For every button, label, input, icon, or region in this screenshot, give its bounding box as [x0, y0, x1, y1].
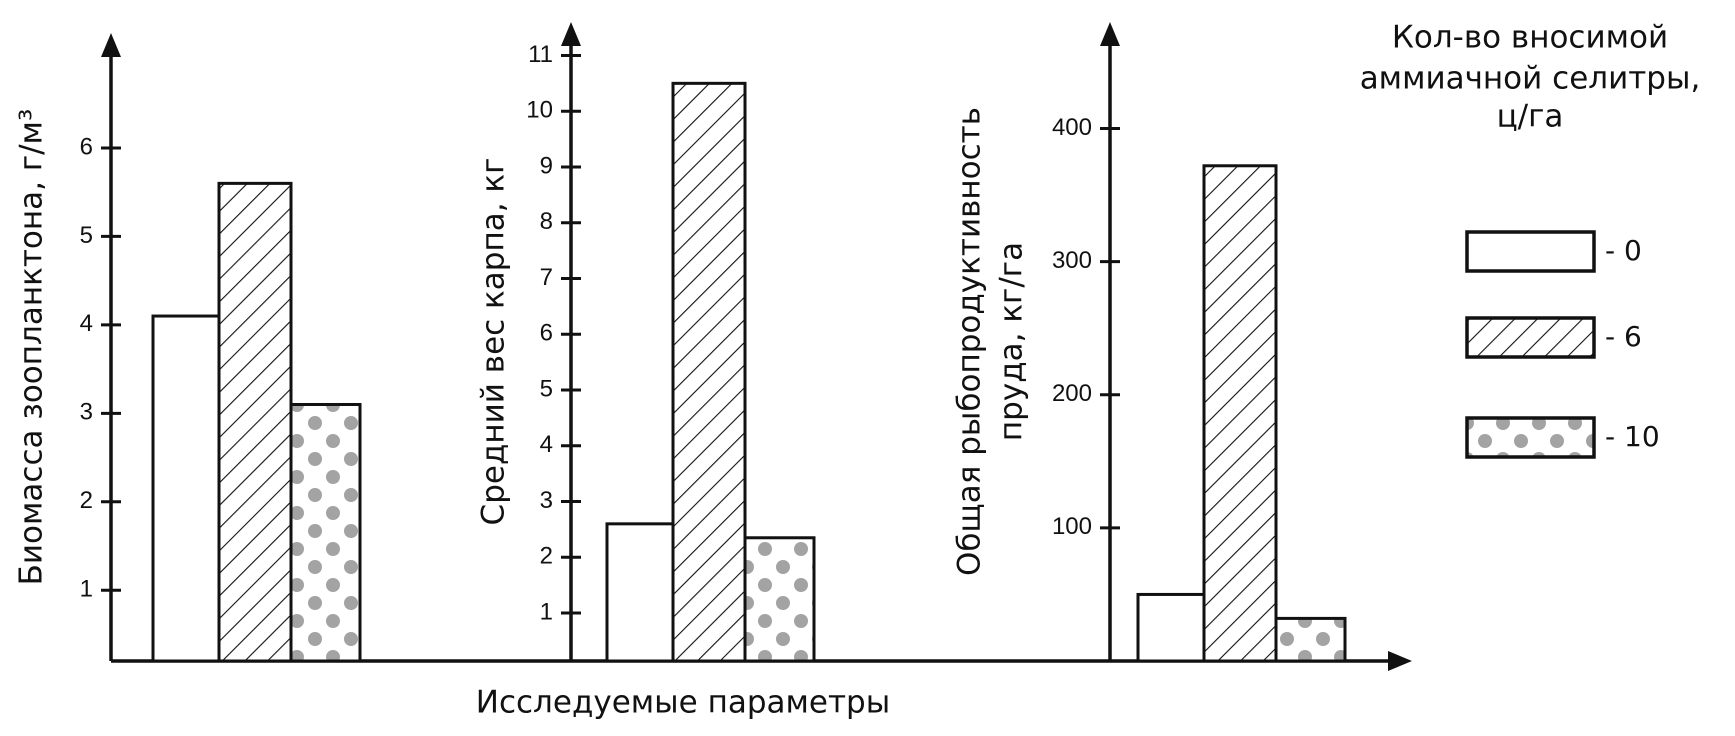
legend-label: - 0 — [1605, 234, 1642, 267]
bar — [1274, 616, 1347, 663]
y-axis-arrow — [561, 22, 581, 46]
y-tick-label: 5 — [80, 222, 93, 249]
y-tick-label: 7 — [540, 264, 553, 291]
bar — [151, 314, 221, 663]
x-axis-arrow — [1388, 651, 1412, 671]
y-tick-label: 5 — [540, 375, 553, 402]
y-axis-label: Общая рыбопродуктивность — [952, 107, 988, 576]
x-axis-label: Исследуемые параметры — [476, 685, 890, 721]
legend-title: ц/га — [1497, 99, 1564, 135]
y-tick-label: 9 — [540, 152, 553, 179]
y-tick-label: 3 — [540, 487, 553, 514]
legend-swatch — [1465, 316, 1596, 359]
y-axis-label: Биомасса зоопланктона, г/м³ — [14, 109, 50, 586]
legend-label: - 10 — [1605, 420, 1660, 453]
legend-swatch — [1465, 230, 1596, 273]
y-tick-label: 4 — [540, 431, 553, 458]
y-tick-label: 2 — [80, 487, 93, 514]
y-tick-label: 1 — [540, 598, 553, 625]
legend-title: аммиачной селитры, — [1360, 61, 1701, 97]
legend-title: Кол-во вносимой — [1392, 20, 1668, 56]
y-tick-label: 11 — [528, 41, 553, 68]
y-axis-arrow — [1100, 22, 1120, 46]
y-tick-label: 8 — [540, 208, 553, 235]
bar — [1136, 592, 1206, 663]
y-tick-label: 400 — [1052, 114, 1092, 141]
legend-label: - 6 — [1605, 320, 1642, 353]
y-axis-label: пруда, кг/га — [994, 242, 1030, 441]
bar — [605, 522, 675, 663]
y-axis-label: Средний вес карпа, кг — [476, 158, 512, 526]
y-tick-label: 4 — [80, 310, 93, 337]
y-tick-label: 6 — [80, 133, 93, 160]
bar — [289, 402, 362, 663]
legend-swatch — [1465, 416, 1596, 459]
y-tick-label: 300 — [1052, 247, 1092, 274]
bar — [1202, 164, 1278, 663]
bar — [217, 181, 293, 663]
y-axis-arrow — [101, 33, 121, 57]
y-tick-label: 2 — [540, 543, 553, 570]
bar — [671, 81, 747, 663]
y-tick-label: 100 — [1052, 513, 1092, 540]
y-tick-label: 1 — [80, 576, 93, 603]
y-tick-label: 10 — [526, 97, 553, 124]
y-tick-label: 6 — [540, 320, 553, 347]
y-tick-label: 3 — [80, 399, 93, 426]
y-tick-label: 200 — [1052, 380, 1092, 407]
bar — [743, 536, 816, 663]
